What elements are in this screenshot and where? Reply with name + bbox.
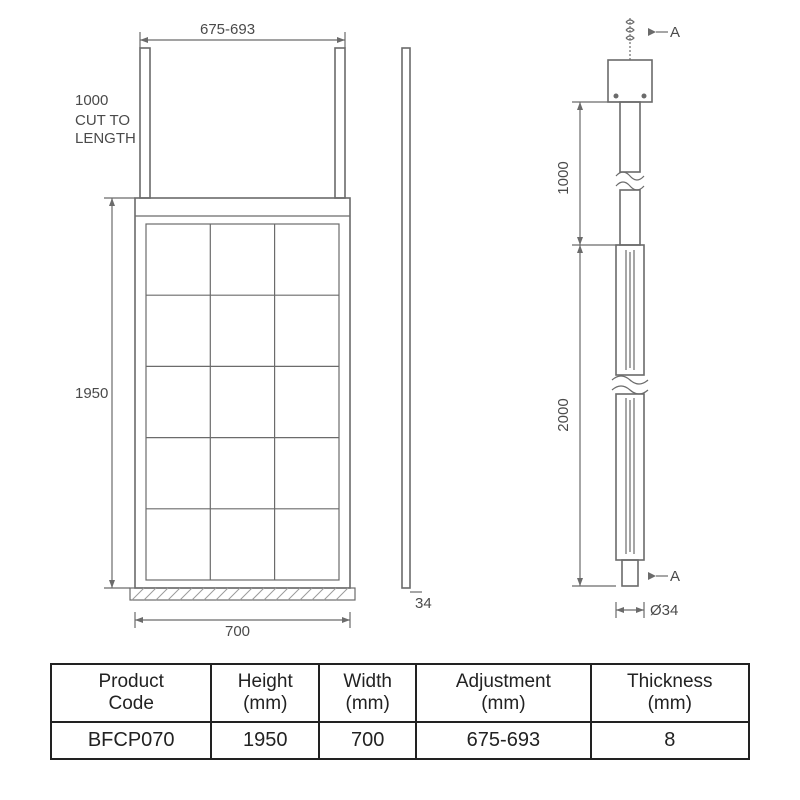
dim-bottom-width: 700	[135, 612, 350, 640]
col-header-width: Width(mm)	[319, 664, 416, 722]
spec-table-row: BFCP070 1950 700 675-693 8	[51, 722, 749, 759]
dim-upper-length: 1000	[555, 102, 620, 245]
dim-pole-height-label: 1000	[75, 92, 108, 109]
section-label-bottom: A	[670, 568, 680, 585]
cut-text-2: LENGTH	[75, 130, 136, 147]
dim-top-width: 675-693	[140, 21, 345, 48]
dim-lower-length: 2000	[555, 245, 616, 586]
cell-code: BFCP070	[51, 722, 211, 759]
dim-bottom-width-label: 700	[225, 623, 250, 640]
ceiling-pole-right	[335, 48, 345, 198]
panel-grid	[146, 224, 339, 580]
anchor-assembly: A	[608, 18, 680, 102]
cut-text-1: CUT TO	[75, 112, 130, 129]
col-header-height: Height(mm)	[211, 664, 319, 722]
dim-lower-length-label: 2000	[555, 398, 572, 431]
lower-tube	[612, 245, 648, 586]
dim-top-width-label: 675-693	[200, 21, 255, 38]
col-header-adjustment: Adjustment(mm)	[416, 664, 590, 722]
dim-upper-length-label: 1000	[555, 161, 572, 194]
col-header-thickness: Thickness(mm)	[591, 664, 750, 722]
side-view: 34	[402, 48, 432, 612]
ceiling-pole-left	[140, 48, 150, 198]
side-profile	[402, 48, 410, 588]
spec-table-header-row: ProductCode Height(mm) Width(mm) Adjustm…	[51, 664, 749, 722]
dim-diameter: Ø34	[616, 602, 678, 619]
technical-drawing: 675-693 1000 CUT TO LENGTH	[20, 10, 780, 650]
panel-outer	[135, 198, 350, 588]
cell-width: 700	[319, 722, 416, 759]
col-header-code: ProductCode	[51, 664, 211, 722]
detail-view: A 1000	[555, 18, 680, 619]
upper-tube	[616, 102, 644, 245]
cell-thickness: 8	[591, 722, 750, 759]
cell-height: 1950	[211, 722, 319, 759]
dim-panel-height-label: 1950	[75, 385, 108, 402]
dim-panel-height: 1950	[75, 198, 135, 588]
cell-adjustment: 675-693	[416, 722, 590, 759]
dim-depth-label: 34	[415, 595, 432, 612]
dim-diameter-label: Ø34	[650, 602, 678, 619]
front-view: 675-693 1000 CUT TO LENGTH	[75, 21, 355, 640]
spec-table: ProductCode Height(mm) Width(mm) Adjustm…	[50, 663, 750, 760]
panel-base	[130, 588, 355, 600]
section-label-top: A	[670, 24, 680, 41]
